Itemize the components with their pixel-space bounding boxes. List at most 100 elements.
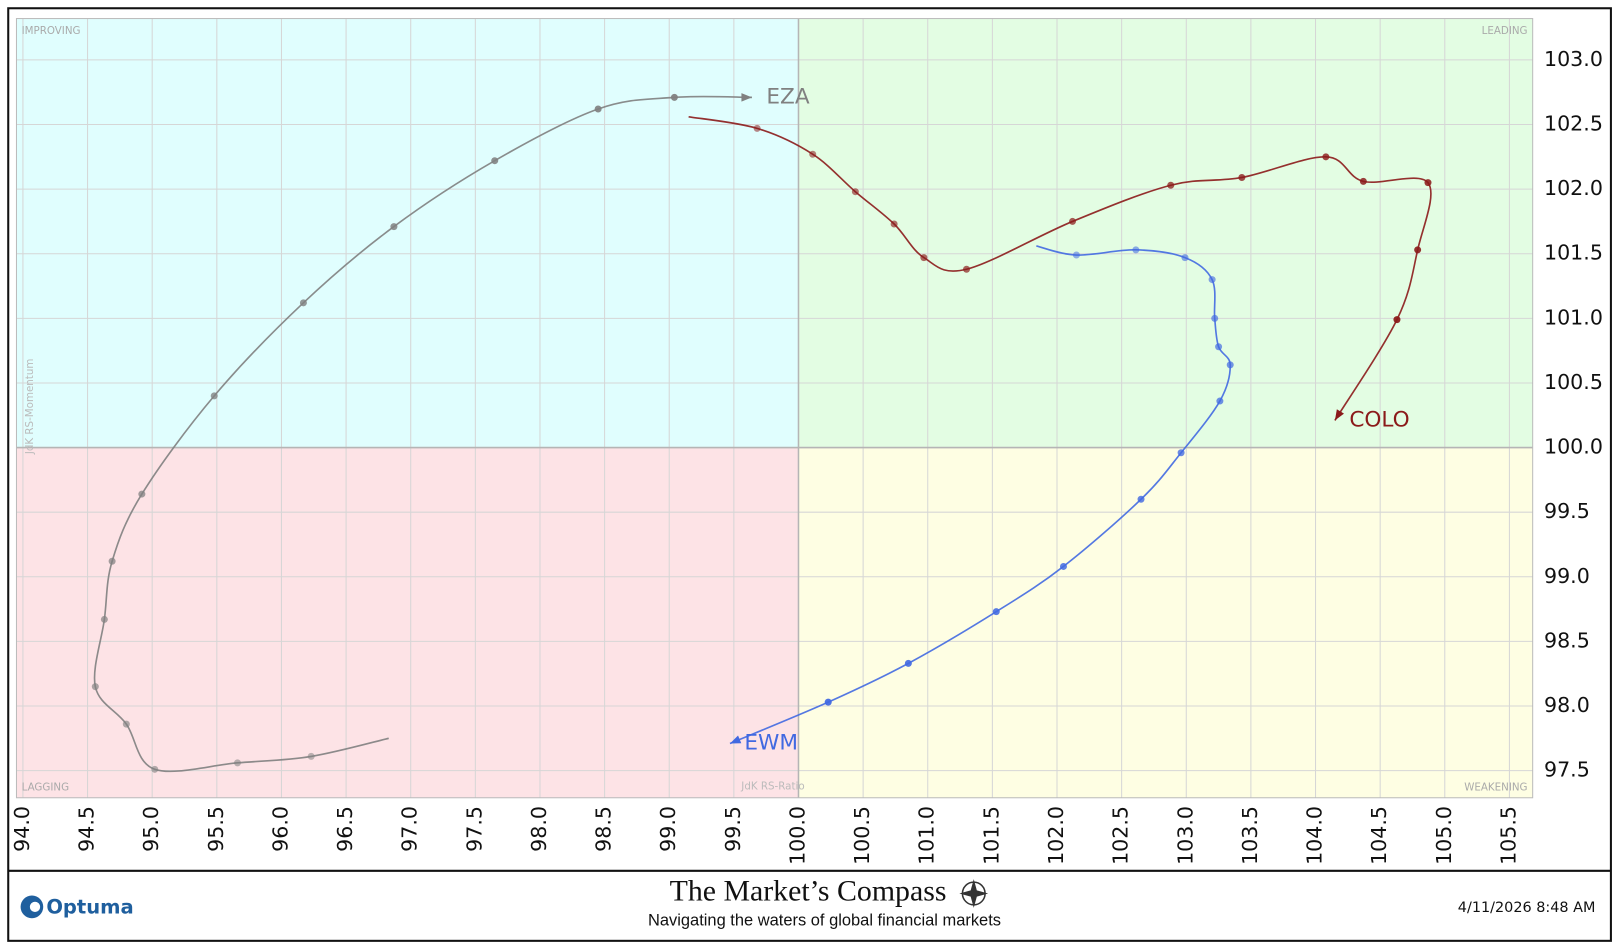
- x-tick-label: 95.0: [139, 806, 163, 852]
- x-tick-label: 102.5: [1109, 806, 1133, 865]
- series-point: [1069, 217, 1077, 225]
- series-point: [904, 659, 912, 667]
- footer: Optuma The Market’s Compass Navigating t…: [20, 874, 1596, 930]
- compass-icon: [959, 879, 989, 908]
- y-tick-label: 102.0: [1544, 176, 1603, 200]
- x-tick-label: 101.0: [915, 806, 939, 865]
- x-tick-label: 96.5: [333, 806, 357, 852]
- series-label: COLO: [1349, 407, 1409, 432]
- timestamp: 4/11/2026 8:48 AM: [1458, 900, 1596, 916]
- series-arrow: [729, 735, 742, 744]
- brand-name: Optuma: [46, 895, 133, 918]
- series-point: [1181, 254, 1189, 262]
- series-point: [1132, 246, 1140, 254]
- series-point: [491, 157, 499, 165]
- series-point: [1216, 397, 1224, 405]
- footer-subtitle: Navigating the waters of global financia…: [648, 912, 1001, 930]
- series-point: [963, 265, 971, 273]
- series-point: [1215, 343, 1223, 351]
- quadrant-lagging: [16, 447, 799, 798]
- series-point: [1072, 251, 1080, 259]
- series-point: [91, 683, 99, 691]
- x-tick-label: 97.5: [462, 806, 486, 852]
- series-point: [1208, 276, 1216, 284]
- series-point: [390, 223, 398, 231]
- series-label: EWM: [744, 730, 798, 755]
- x-tick-label: 97.0: [398, 806, 422, 852]
- brand-logo-inner: [29, 901, 41, 913]
- series-point: [299, 299, 307, 307]
- series-line: [93, 95, 752, 773]
- series-point: [122, 720, 130, 728]
- y-tick-label: 103.0: [1544, 47, 1603, 71]
- series-point: [890, 220, 898, 228]
- series-label: EZA: [766, 84, 809, 109]
- plot-area: 94.0 94.5 95.0 95.5 96.0 96.5 97.0 97.5 98.0 98.5…: [10, 18, 1603, 865]
- y-tick-label: 99.5: [1544, 499, 1590, 523]
- x-tick-label: 99.0: [656, 806, 680, 852]
- y-tick-label: 100.5: [1544, 370, 1603, 394]
- quadrant-label: IMPROVING: [22, 25, 81, 37]
- y-tick-label: 97.5: [1544, 758, 1590, 782]
- series-point: [992, 608, 1000, 616]
- series-point: [138, 490, 146, 498]
- series-point: [851, 188, 859, 196]
- x-tick-label: 98.0: [527, 806, 551, 852]
- frame: [7, 7, 1612, 942]
- y-tick-label: 102.5: [1544, 112, 1603, 136]
- x-tick-label: 96.0: [268, 806, 292, 852]
- series-point: [234, 759, 242, 767]
- x-tick-label: 105.0: [1432, 806, 1456, 865]
- series-point: [1424, 179, 1432, 187]
- series-point: [1137, 495, 1145, 503]
- x-tick-label: 98.5: [592, 806, 616, 852]
- x-tick-label: 94.5: [75, 806, 99, 852]
- plot-border: [15, 18, 1534, 799]
- x-tick-label: 102.0: [1044, 806, 1068, 865]
- x-tick-label: 104.5: [1367, 806, 1391, 865]
- series-point: [824, 698, 832, 706]
- x-tick-label: 99.5: [721, 806, 745, 852]
- series-point: [1059, 562, 1067, 570]
- series-line: [688, 115, 1432, 421]
- series-point: [1167, 181, 1175, 189]
- quadrant-label: LAGGING: [22, 781, 69, 793]
- y-tick-label: 101.5: [1544, 241, 1603, 265]
- series-point: [1322, 153, 1330, 161]
- series-point: [670, 93, 678, 101]
- y-tick-label: 99.0: [1544, 564, 1590, 588]
- series-point: [210, 392, 218, 400]
- series-point: [1211, 314, 1219, 322]
- series-point: [1359, 177, 1367, 185]
- quadrant-label: LEADING: [1482, 25, 1528, 37]
- series-point: [108, 557, 116, 565]
- x-tick-label: 105.5: [1496, 806, 1520, 865]
- x-tick-label: 94.0: [10, 806, 34, 852]
- quadrant-label: WEAKENING: [1464, 781, 1527, 793]
- y-tick-label: 98.0: [1544, 693, 1590, 717]
- series-point: [1238, 173, 1246, 181]
- series-point: [1177, 449, 1185, 457]
- x-tick-label: 95.5: [204, 806, 228, 852]
- series-arrow: [741, 93, 752, 102]
- x-tick-label: 104.0: [1303, 806, 1327, 865]
- y-tick-label: 98.5: [1544, 628, 1590, 652]
- series-point: [920, 254, 928, 262]
- x-tick-label: 100.0: [785, 806, 809, 865]
- series-point: [307, 752, 315, 760]
- x-tick-label: 103.5: [1238, 806, 1262, 865]
- series-point: [1393, 316, 1401, 324]
- series-point: [1414, 246, 1422, 254]
- series-point: [594, 105, 602, 113]
- series-point: [753, 124, 761, 132]
- quadrant-leading: [798, 18, 1533, 448]
- series-point: [1226, 361, 1234, 369]
- x-tick-label: 103.0: [1173, 806, 1197, 865]
- x-tick-label: 100.5: [850, 806, 874, 865]
- y-axis-label: JdK RS-Momentum: [24, 359, 36, 456]
- quadrant-weakening: [798, 447, 1533, 798]
- x-tick-label: 101.5: [979, 806, 1003, 865]
- series-point: [151, 765, 159, 773]
